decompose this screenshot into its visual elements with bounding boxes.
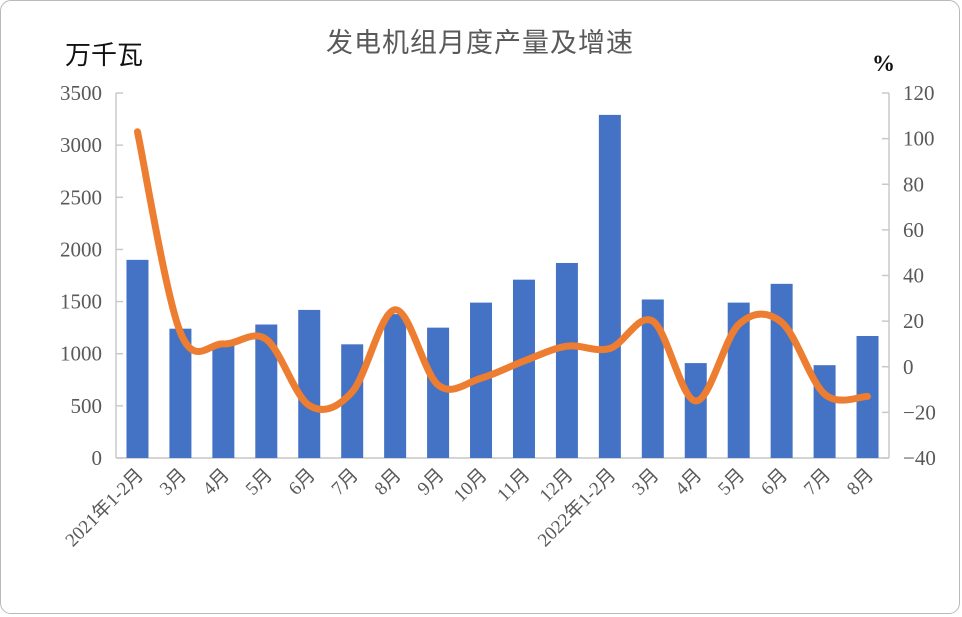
right-axis-tick-label: 60 — [903, 218, 924, 242]
x-axis-category-label: 7月 — [328, 465, 363, 500]
right-axis-tick-label: 100 — [903, 127, 935, 151]
x-axis-category-label: 8月 — [843, 465, 878, 500]
bar-5月 — [727, 302, 750, 458]
left-axis-tick-label: 2000 — [60, 237, 102, 261]
bar-4月 — [212, 344, 235, 458]
bar-3月 — [169, 328, 192, 458]
right-axis-tick-label: −40 — [903, 446, 936, 470]
bar-2022年1-2月 — [598, 114, 621, 459]
x-axis-category-label: 2021年1-2月 — [61, 464, 148, 551]
bar-8月 — [384, 314, 407, 458]
right-axis-tick-label: −20 — [903, 400, 936, 424]
bar-2021年1-2月 — [126, 259, 149, 458]
right-axis-unit-label: % — [872, 51, 895, 76]
left-axis-tick-label: 2500 — [60, 185, 102, 209]
left-axis-tick-label: 500 — [71, 394, 103, 418]
bar-3月 — [641, 299, 664, 458]
bar-9月 — [427, 327, 450, 458]
x-axis-category-label: 2022年1-2月 — [533, 464, 620, 551]
x-axis-category-label: 5月 — [242, 465, 277, 500]
x-axis-category-label: 10月 — [450, 465, 492, 507]
x-axis-category-label: 5月 — [714, 465, 749, 500]
chart-title: 发电机组月度产量及增速 — [326, 28, 634, 58]
bar-12月 — [555, 262, 578, 458]
bar-5月 — [255, 324, 278, 458]
left-axis-tick-label: 1000 — [60, 342, 102, 366]
x-axis-category-label: 6月 — [757, 465, 792, 500]
growth-line — [133, 128, 871, 413]
bar-7月 — [341, 344, 364, 458]
x-axis-category-label: 4月 — [199, 465, 234, 500]
left-axis-unit-label: 万千瓦 — [65, 41, 144, 70]
x-axis-category-label: 9月 — [414, 465, 449, 500]
bar-6月 — [770, 283, 793, 458]
x-axis-category-label: 3月 — [628, 465, 663, 500]
right-axis-tick-label: 0 — [903, 355, 914, 379]
right-axis-tick-label: 20 — [903, 309, 924, 333]
x-axis-category-label: 3月 — [156, 465, 191, 500]
x-axis-category-label: 7月 — [800, 465, 835, 500]
bar-11月 — [512, 279, 535, 458]
left-axis-tick-label: 3500 — [60, 81, 102, 105]
right-axis-tick-label: 40 — [903, 264, 924, 288]
right-axis-tick-label: 80 — [903, 172, 924, 196]
left-axis-tick-label: 0 — [92, 446, 103, 470]
left-axis-tick-label: 3000 — [60, 133, 102, 157]
bar-4月 — [684, 363, 707, 458]
x-axis-category-label: 11月 — [493, 465, 534, 506]
x-axis-category-label: 8月 — [371, 465, 406, 500]
bar-6月 — [298, 309, 321, 458]
x-axis-category-label: 6月 — [285, 465, 320, 500]
left-axis-tick-label: 1500 — [60, 290, 102, 314]
right-axis-tick-label: 120 — [903, 81, 935, 105]
x-axis-category-label: 4月 — [671, 465, 706, 500]
